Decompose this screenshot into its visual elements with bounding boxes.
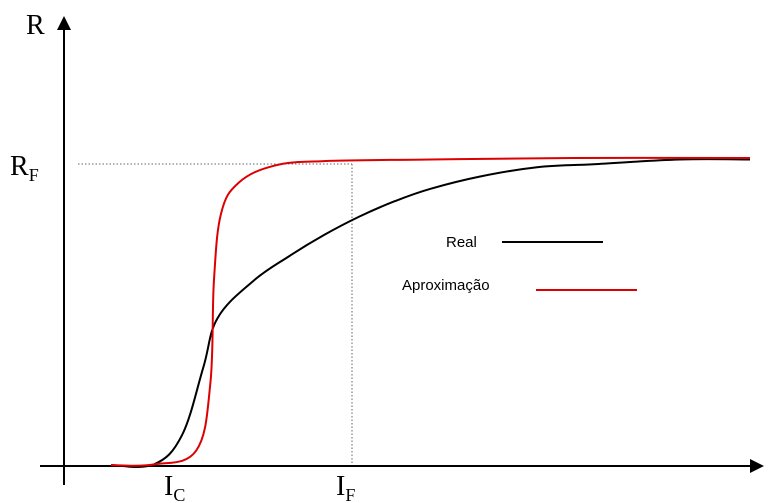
y-reference-label: RF: [10, 151, 39, 185]
legend: Real Aproximação: [402, 234, 637, 294]
y-reference-label-sub: F: [29, 165, 39, 185]
x-mark-if-sub: F: [345, 485, 355, 503]
legend-label-real: Real: [446, 234, 477, 251]
legend-label-aproximacao: Aproximação: [402, 277, 490, 294]
x-mark-ic-label: IC: [164, 471, 185, 503]
y-reference-label-main: R: [10, 151, 29, 182]
svg-text:IF: IF: [336, 471, 355, 503]
x-mark-ic-main: I: [164, 471, 173, 502]
series-line-real: [110, 158, 751, 468]
x-mark-if-label: IF: [336, 471, 355, 503]
x-mark-ic-sub: C: [173, 485, 185, 503]
series-line-aproximacao: [110, 156, 751, 467]
y-axis-label: R: [26, 10, 45, 41]
svg-text:IC: IC: [164, 471, 185, 503]
svg-text:RF: RF: [10, 151, 39, 185]
x-mark-if-main: I: [336, 471, 345, 502]
